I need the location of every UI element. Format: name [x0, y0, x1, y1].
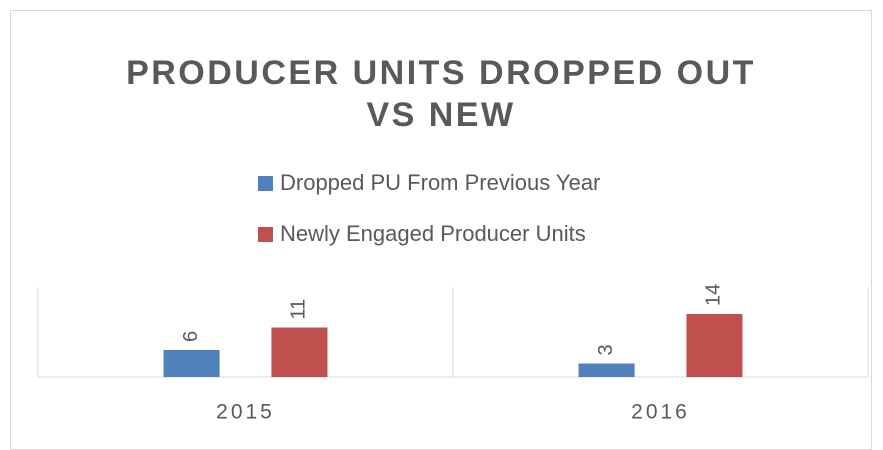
legend-swatch: [258, 176, 273, 191]
data-label: 3: [595, 344, 617, 355]
legend-label: Newly Engaged Producer Units: [280, 221, 586, 246]
legend-label: Dropped PU From Previous Year: [280, 170, 600, 195]
page: {"chart_data": {"type": "bar", "title": …: [10, 10, 872, 450]
chart: Dropped PU From Previous Year Newly Engag…: [37, 170, 869, 424]
bar: [163, 350, 220, 377]
x-tick-label: 2016: [631, 401, 690, 424]
bar: [271, 327, 328, 377]
bar: [578, 363, 635, 377]
legend-swatch: [258, 227, 273, 242]
bar: [686, 314, 743, 377]
x-tick-label: 2015: [216, 401, 275, 424]
chart-title: PRODUCER UNITS DROPPED OUT VS NEW: [126, 54, 756, 134]
data-label: 6: [180, 331, 202, 342]
data-label: 11: [288, 299, 310, 320]
data-label: 14: [703, 284, 725, 306]
